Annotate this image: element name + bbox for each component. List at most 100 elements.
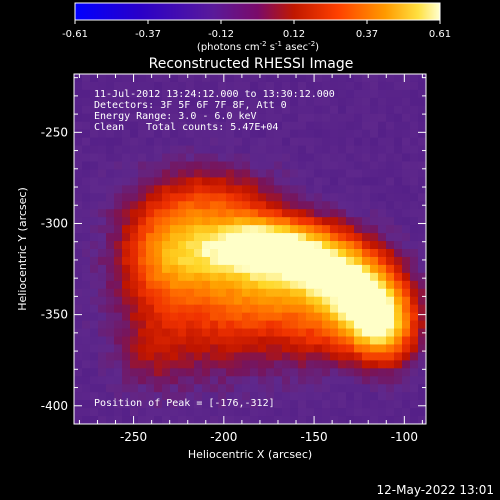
heatmap-pixel (282, 97, 291, 107)
heatmap-pixel (122, 97, 131, 107)
heatmap-pixel (362, 161, 371, 171)
heatmap-pixel (130, 201, 139, 210)
heatmap-pixel (338, 384, 347, 393)
heatmap-pixel (154, 304, 163, 314)
heatmap-pixel (250, 272, 259, 282)
heatmap-pixel (82, 320, 91, 330)
heatmap-pixel (386, 272, 395, 282)
heatmap-pixel (154, 233, 163, 242)
heatmap-pixel (282, 74, 291, 83)
heatmap-pixel (354, 169, 363, 178)
heatmap-pixel (186, 376, 195, 385)
heatmap-pixel (402, 320, 411, 330)
heatmap-pixel (242, 312, 251, 322)
heatmap-pixel (154, 344, 163, 353)
heatmap-pixel (194, 400, 203, 409)
heatmap-pixel (322, 336, 331, 346)
heatmap-pixel (114, 81, 123, 91)
heatmap-pixel (218, 320, 227, 330)
heatmap-pixel (266, 145, 275, 155)
heatmap-pixel (106, 264, 115, 274)
heatmap-pixel (210, 288, 219, 298)
heatmap-pixel (234, 185, 243, 194)
heatmap-pixel (266, 97, 275, 107)
heatmap-pixel (178, 177, 187, 186)
heatmap-pixel (322, 416, 331, 424)
heatmap-pixel (410, 416, 419, 424)
heatmap-pixel (146, 328, 155, 338)
heatmap-pixel (154, 376, 163, 385)
heatmap-pixel (330, 384, 339, 393)
heatmap-pixel (210, 280, 219, 290)
heatmap-pixel (130, 376, 139, 385)
heatmap-pixel (410, 169, 419, 178)
heatmap-pixel (194, 89, 203, 99)
heatmap-pixel (178, 137, 187, 147)
heatmap-pixel (138, 392, 147, 401)
heatmap-pixel (210, 89, 219, 99)
heatmap-pixel (194, 304, 203, 314)
heatmap-pixel (74, 249, 83, 258)
heatmap-pixel (314, 217, 323, 226)
heatmap-pixel (346, 137, 355, 147)
heatmap-pixel (378, 368, 387, 377)
heatmap-pixel (98, 256, 107, 266)
heatmap-pixel (338, 113, 347, 123)
heatmap-pixel (354, 384, 363, 393)
heatmap-pixel (202, 288, 211, 298)
heatmap-pixel (210, 392, 219, 401)
heatmap-pixel (226, 153, 235, 163)
heatmap-pixel (146, 264, 155, 274)
heatmap-pixel (114, 400, 123, 409)
heatmap-pixel (74, 376, 83, 385)
heatmap-pixel (386, 97, 395, 107)
heatmap-pixel (218, 376, 227, 385)
heatmap-pixel (298, 145, 307, 155)
heatmap-pixel (138, 81, 147, 91)
heatmap-pixel (226, 97, 235, 107)
heatmap-pixel (234, 400, 243, 409)
heatmap-pixel (282, 89, 291, 99)
heatmap-pixel (170, 249, 179, 258)
heatmap-pixel (178, 296, 187, 306)
heatmap-pixel (410, 209, 419, 218)
heatmap-pixel (218, 249, 227, 258)
heatmap-pixel (290, 368, 299, 377)
heatmap-pixel (298, 241, 307, 250)
heatmap-pixel (178, 161, 187, 171)
heatmap-pixel (410, 121, 419, 131)
heatmap-pixel (418, 272, 426, 282)
heatmap-pixel (290, 177, 299, 186)
heatmap-pixel (298, 74, 307, 83)
heatmap-pixel (130, 344, 139, 353)
heatmap-pixel (250, 121, 259, 131)
heatmap-pixel (114, 185, 123, 194)
heatmap-pixel (186, 312, 195, 322)
heatmap-pixel (274, 328, 283, 338)
heatmap-pixel (170, 137, 179, 147)
heatmap-pixel (74, 241, 83, 250)
heatmap-pixel (146, 408, 155, 417)
heatmap-pixel (178, 360, 187, 369)
heatmap-pixel (298, 344, 307, 353)
heatmap-pixel (274, 209, 283, 218)
heatmap-pixel (90, 225, 99, 234)
heatmap-pixel (226, 392, 235, 401)
heatmap-pixel (402, 352, 411, 361)
heatmap-pixel (202, 97, 211, 107)
heatmap-pixel (234, 264, 243, 274)
heatmap-pixel (250, 368, 259, 377)
heatmap-pixel (330, 193, 339, 202)
heatmap-pixel (354, 145, 363, 155)
heatmap-pixel (410, 320, 419, 330)
heatmap-pixel (122, 121, 131, 131)
heatmap-pixel (210, 241, 219, 250)
heatmap-pixel (74, 153, 83, 163)
heatmap-pixel (290, 296, 299, 306)
heatmap-pixel (258, 145, 267, 155)
heatmap-pixel (202, 256, 211, 266)
heatmap-pixel (146, 193, 155, 202)
heatmap-pixel (378, 249, 387, 258)
heatmap-pixel (74, 201, 83, 210)
heatmap-pixel (354, 256, 363, 266)
